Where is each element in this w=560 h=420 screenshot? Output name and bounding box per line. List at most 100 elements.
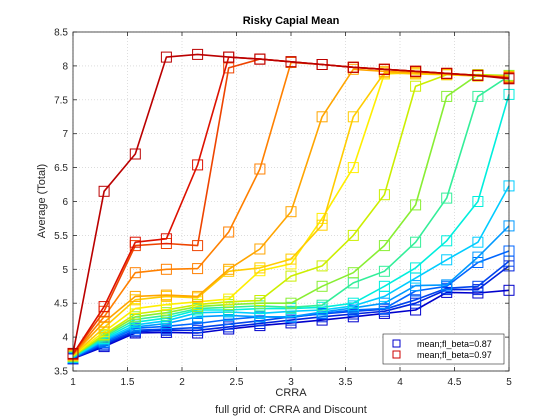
data-point-marker <box>316 59 328 70</box>
series-line <box>72 185 510 359</box>
series-line <box>72 68 510 356</box>
data-point-marker <box>410 262 422 274</box>
data-point-marker <box>316 280 328 292</box>
x-tick-label: 5 <box>506 377 512 388</box>
data-point-marker <box>378 280 390 292</box>
data-point-marker <box>129 290 141 302</box>
chart-title: Risky Capial Mean <box>243 15 340 27</box>
series-line <box>72 75 510 358</box>
y-tick-label: 7 <box>62 129 68 140</box>
data-point-marker <box>254 53 266 65</box>
x-axis-label: CRRA <box>275 387 307 399</box>
x-tick-label: 4.5 <box>448 377 462 388</box>
y-tick-label: 6 <box>62 197 68 208</box>
data-point-marker <box>347 229 359 241</box>
data-point-marker <box>98 301 110 313</box>
data-point-marker <box>254 243 266 255</box>
data-point-marker <box>410 65 422 77</box>
y-tick-label: 4.5 <box>54 299 68 310</box>
data-point-marker <box>378 63 390 75</box>
x-tick-label: 2 <box>179 377 185 388</box>
y-tick-label: 7.5 <box>54 95 68 106</box>
series-line <box>72 265 510 360</box>
data-point-marker <box>129 236 141 248</box>
data-point-marker <box>285 56 297 68</box>
data-point-marker <box>192 290 204 302</box>
x-tick-label: 4 <box>397 377 403 388</box>
figure-caption: full grid of: CRRA and Discount <box>215 404 367 416</box>
series-line <box>72 73 510 357</box>
data-point-marker <box>223 263 235 275</box>
data-point-marker <box>378 240 390 252</box>
data-point-marker <box>410 80 422 92</box>
data-point-marker <box>223 226 235 238</box>
y-tick-labels: 3.5 4 4.5 5 5.5 6 6.5 7 7.5 8 8.5 <box>54 28 68 378</box>
data-point-marker <box>160 233 172 245</box>
data-point-marker <box>285 206 297 218</box>
x-tick-label: 1.5 <box>121 377 135 388</box>
data-point-marker <box>285 270 297 282</box>
y-axis-label: Average (Total) <box>36 164 48 238</box>
data-point-marker <box>129 148 141 160</box>
y-tick-label: 5 <box>62 265 68 276</box>
data-point-marker <box>472 251 484 263</box>
data-point-marker <box>472 69 484 81</box>
data-point-marker <box>472 236 484 248</box>
legend-label-beta-087: mean;fl_beta=0.87 <box>417 339 492 349</box>
x-tick-labels: 1 1.5 2 2.5 3 3.5 4 4.5 5 <box>70 377 512 388</box>
y-tick-label: 4 <box>62 333 68 344</box>
data-point-marker <box>223 51 235 63</box>
data-point-marker <box>129 267 141 279</box>
data-point-marker <box>316 299 328 311</box>
data-point-marker <box>347 61 359 73</box>
data-point-marker <box>285 297 297 309</box>
data-point-marker <box>410 236 422 248</box>
data-point-marker <box>254 295 266 306</box>
data-point-marker <box>316 219 328 231</box>
data-point-marker <box>98 185 110 197</box>
data-point-marker <box>192 318 204 329</box>
data-point-marker <box>472 196 484 207</box>
data-point-marker <box>254 163 266 175</box>
data-point-marker <box>160 51 172 63</box>
data-point-marker <box>160 263 172 275</box>
data-point-marker <box>254 262 266 274</box>
data-point-marker <box>441 192 453 204</box>
data-point-marker <box>410 294 422 306</box>
legend: mean;fl_beta=0.87 mean;fl_beta=0.97 <box>382 333 505 365</box>
series-line <box>72 73 510 357</box>
data-point-marker <box>378 265 390 277</box>
data-point-marker <box>378 297 390 309</box>
data-point-marker <box>223 293 235 305</box>
data-point-marker <box>441 279 453 291</box>
data-point-marker <box>441 254 453 266</box>
data-point-marker <box>129 303 141 315</box>
data-point-marker <box>378 189 390 201</box>
data-point-marker <box>285 253 297 265</box>
data-point-marker <box>347 111 359 123</box>
legend-marker-beta-097 <box>392 350 401 359</box>
legend-marker-beta-087 <box>392 339 401 348</box>
x-tick-label: 2.5 <box>230 377 244 388</box>
data-point-marker <box>441 67 453 79</box>
data-point-marker <box>472 90 484 102</box>
data-point-marker <box>192 48 204 60</box>
data-point-marker <box>441 90 453 102</box>
data-point-marker <box>410 199 422 211</box>
data-point-marker <box>316 111 328 123</box>
data-point-marker <box>347 162 359 174</box>
data-point-marker <box>160 289 172 301</box>
ticks <box>72 31 510 372</box>
series-line <box>72 71 510 356</box>
data-point-marker <box>316 260 328 272</box>
legend-label-beta-097: mean;fl_beta=0.97 <box>417 350 492 360</box>
legend-box <box>382 333 505 365</box>
data-point-marker <box>441 235 453 247</box>
data-point-marker <box>192 159 204 171</box>
y-tick-label: 8.5 <box>54 28 68 39</box>
data-point-marker <box>347 297 359 309</box>
x-tick-label: 1 <box>70 377 76 388</box>
x-tick-label: 3 <box>288 377 294 388</box>
y-tick-label: 3.5 <box>54 367 68 378</box>
